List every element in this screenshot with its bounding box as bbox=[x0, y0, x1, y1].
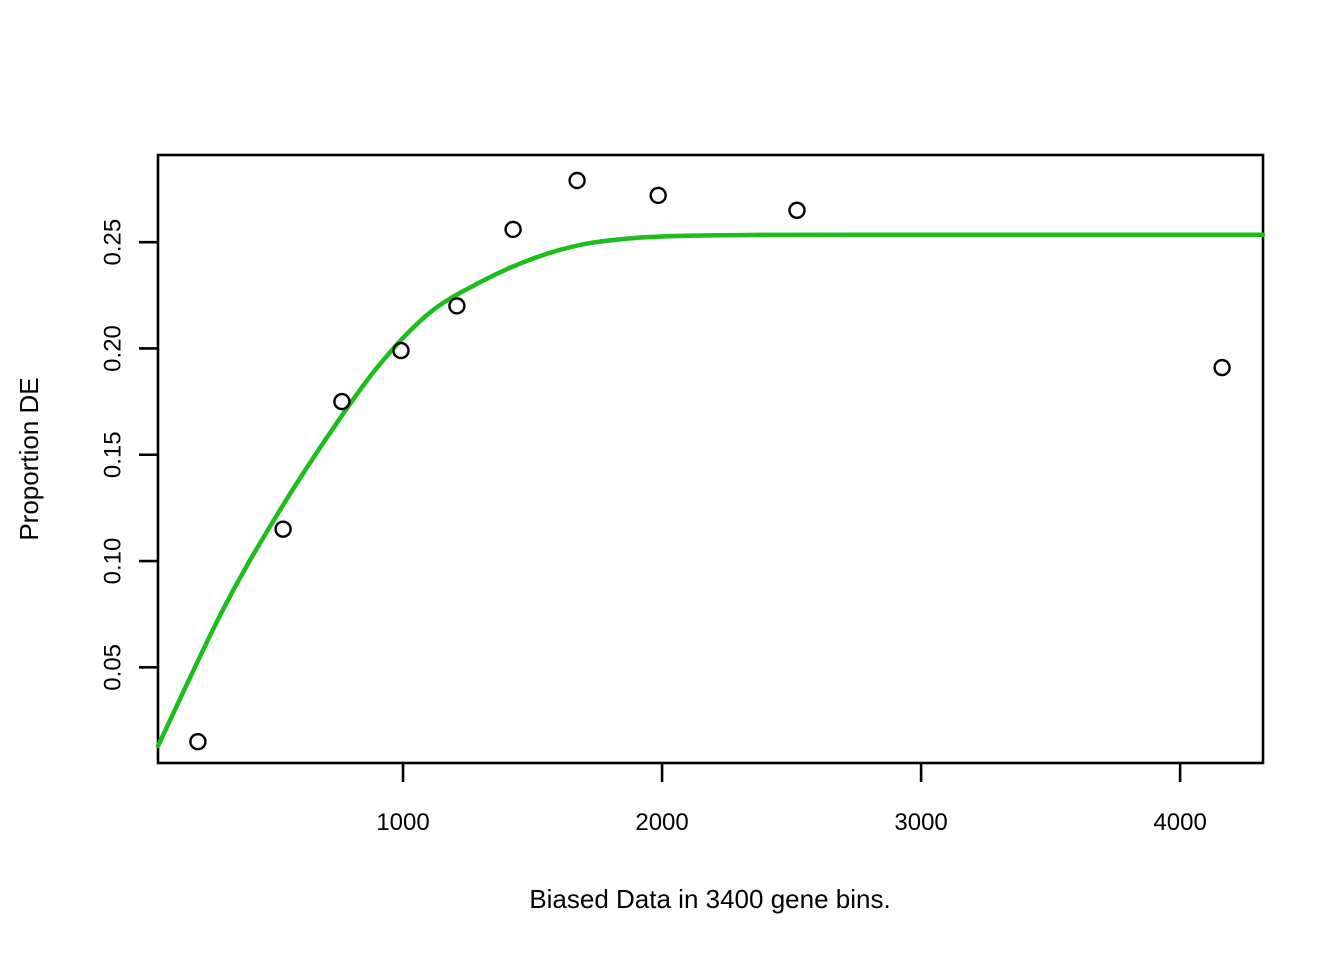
data-points-layer bbox=[189, 171, 1231, 751]
y-axis-title: Proportion DE bbox=[14, 377, 44, 540]
y-tick-label: 0.10 bbox=[100, 538, 127, 585]
x-tick-label: 4000 bbox=[1153, 809, 1206, 836]
axis-ticks: 1000 2000 3000 4000 0.05 0.10 0.15 0.20 0.25 bbox=[100, 219, 1207, 836]
x-tick-label: 2000 bbox=[635, 809, 688, 836]
x-axis-title: Biased Data in 3400 gene bins. bbox=[529, 884, 890, 914]
data-point bbox=[1213, 358, 1231, 377]
data-point bbox=[189, 733, 207, 751]
data-point bbox=[448, 297, 466, 315]
plot-frame bbox=[156, 153, 1265, 765]
x-tick-label: 1000 bbox=[376, 809, 429, 836]
data-point bbox=[788, 201, 806, 220]
y-tick-label: 0.25 bbox=[100, 219, 127, 266]
data-point bbox=[392, 341, 410, 360]
y-tick-label: 0.05 bbox=[100, 644, 127, 691]
data-point bbox=[333, 392, 351, 411]
data-point bbox=[504, 220, 522, 239]
data-point bbox=[274, 520, 292, 538]
data-point bbox=[649, 186, 667, 205]
y-tick-label: 0.15 bbox=[100, 431, 127, 478]
data-point bbox=[568, 171, 586, 190]
fitted-curve bbox=[155, 232, 1266, 749]
x-tick-label: 3000 bbox=[894, 809, 947, 836]
y-tick-label: 0.20 bbox=[100, 325, 127, 372]
fit-curve-layer bbox=[155, 232, 1266, 749]
